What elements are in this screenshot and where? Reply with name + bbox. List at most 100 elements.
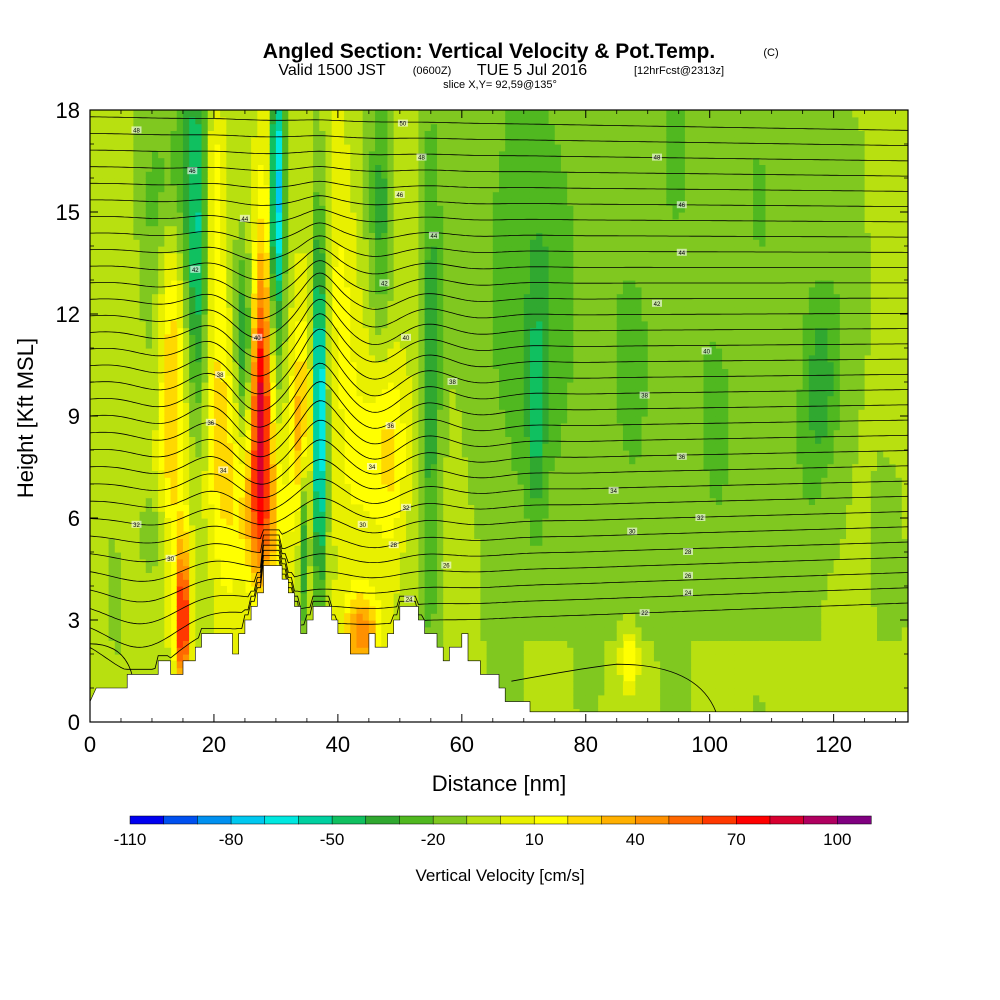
velocity-cell (269, 110, 277, 118)
velocity-cell (189, 654, 196, 662)
velocity-cell (381, 171, 389, 179)
velocity-cell (238, 320, 246, 329)
velocity-cell (406, 171, 413, 179)
velocity-cell (195, 382, 203, 390)
velocity-cell (151, 463, 159, 471)
velocity-cell (114, 484, 122, 492)
velocity-cell (251, 307, 258, 315)
velocity-cell (170, 368, 178, 376)
velocity-cell (145, 307, 153, 315)
velocity-cell (313, 110, 320, 118)
velocity-cell (418, 477, 426, 485)
velocity-cell (220, 592, 227, 601)
velocity-cell (325, 218, 333, 227)
velocity-cell (331, 171, 339, 179)
velocity-cell (381, 164, 389, 172)
velocity-cell (251, 518, 258, 526)
velocity-cell (375, 184, 382, 193)
velocity-cell (120, 205, 128, 213)
velocity-cell (406, 395, 413, 403)
velocity-cell (96, 212, 103, 220)
velocity-cell (300, 184, 308, 193)
velocity-cell (182, 293, 190, 301)
velocity-cell (381, 558, 389, 567)
velocity-cell (449, 368, 457, 376)
velocity-cell (399, 252, 407, 261)
velocity-cell (412, 436, 420, 444)
velocity-cell (263, 300, 271, 308)
velocity-cell (313, 388, 320, 397)
velocity-cell (139, 198, 147, 206)
velocity-cell (232, 429, 240, 437)
velocity-cell (412, 586, 420, 594)
velocity-cell (449, 572, 457, 580)
velocity-cell (406, 429, 413, 437)
velocity-cell (90, 470, 97, 478)
velocity-cell (127, 164, 134, 172)
velocity-cell (133, 613, 141, 621)
velocity-cell (244, 314, 252, 322)
velocity-cell (406, 110, 413, 118)
velocity-cell (207, 286, 215, 295)
velocity-cell (437, 640, 444, 648)
velocity-cell (151, 116, 159, 125)
velocity-cell (461, 450, 469, 458)
velocity-cell (375, 232, 382, 240)
velocity-cell (151, 620, 159, 628)
velocity-cell (424, 341, 432, 349)
velocity-cell (139, 280, 147, 288)
velocity-cell (424, 620, 432, 628)
velocity-cell (257, 144, 265, 152)
velocity-cell (195, 327, 203, 335)
velocity-cell (96, 382, 103, 390)
velocity-cell (325, 490, 333, 499)
velocity-cell (424, 327, 432, 335)
velocity-cell (437, 443, 444, 451)
velocity-cell (306, 198, 314, 206)
velocity-cell (158, 130, 165, 138)
velocity-cell (269, 429, 277, 437)
velocity-cell (418, 504, 426, 512)
velocity-cell (430, 402, 438, 410)
velocity-cell (306, 599, 314, 607)
velocity-cell (263, 388, 271, 397)
velocity-cell (319, 348, 327, 356)
velocity-cell (437, 334, 444, 342)
velocity-cell (108, 456, 116, 465)
velocity-cell (418, 388, 426, 397)
velocity-cell (430, 280, 438, 288)
velocity-cell (213, 620, 221, 628)
velocity-cell (244, 178, 252, 186)
velocity-cell (437, 273, 444, 281)
velocity-cell (437, 239, 444, 247)
velocity-cell (393, 178, 401, 186)
velocity-cell (375, 280, 382, 288)
velocity-cell (114, 613, 122, 621)
velocity-cell (443, 511, 451, 519)
velocity-cell (331, 429, 339, 437)
velocity-cell (220, 504, 227, 512)
velocity-cell (102, 388, 110, 397)
velocity-cell (269, 463, 277, 471)
velocity-cell (114, 524, 122, 533)
velocity-cell (158, 212, 165, 220)
velocity-cell (319, 565, 327, 573)
velocity-cell (306, 518, 314, 526)
velocity-cell (158, 137, 165, 145)
subtitle-prefix: Valid 1500 JST (278, 62, 386, 79)
velocity-cell (275, 286, 283, 295)
velocity-cell (468, 252, 475, 261)
velocity-cell (331, 184, 339, 193)
velocity-cell (418, 456, 426, 465)
velocity-cell (145, 511, 153, 519)
velocity-cell (468, 626, 475, 635)
velocity-cell (189, 477, 196, 485)
velocity-cell (375, 552, 382, 560)
velocity-cell (238, 450, 246, 458)
velocity-cell (244, 144, 252, 152)
velocity-cell (344, 280, 351, 288)
velocity-cell (306, 545, 314, 553)
velocity-cell (387, 144, 395, 152)
velocity-cell (207, 620, 215, 628)
velocity-cell (170, 463, 178, 471)
